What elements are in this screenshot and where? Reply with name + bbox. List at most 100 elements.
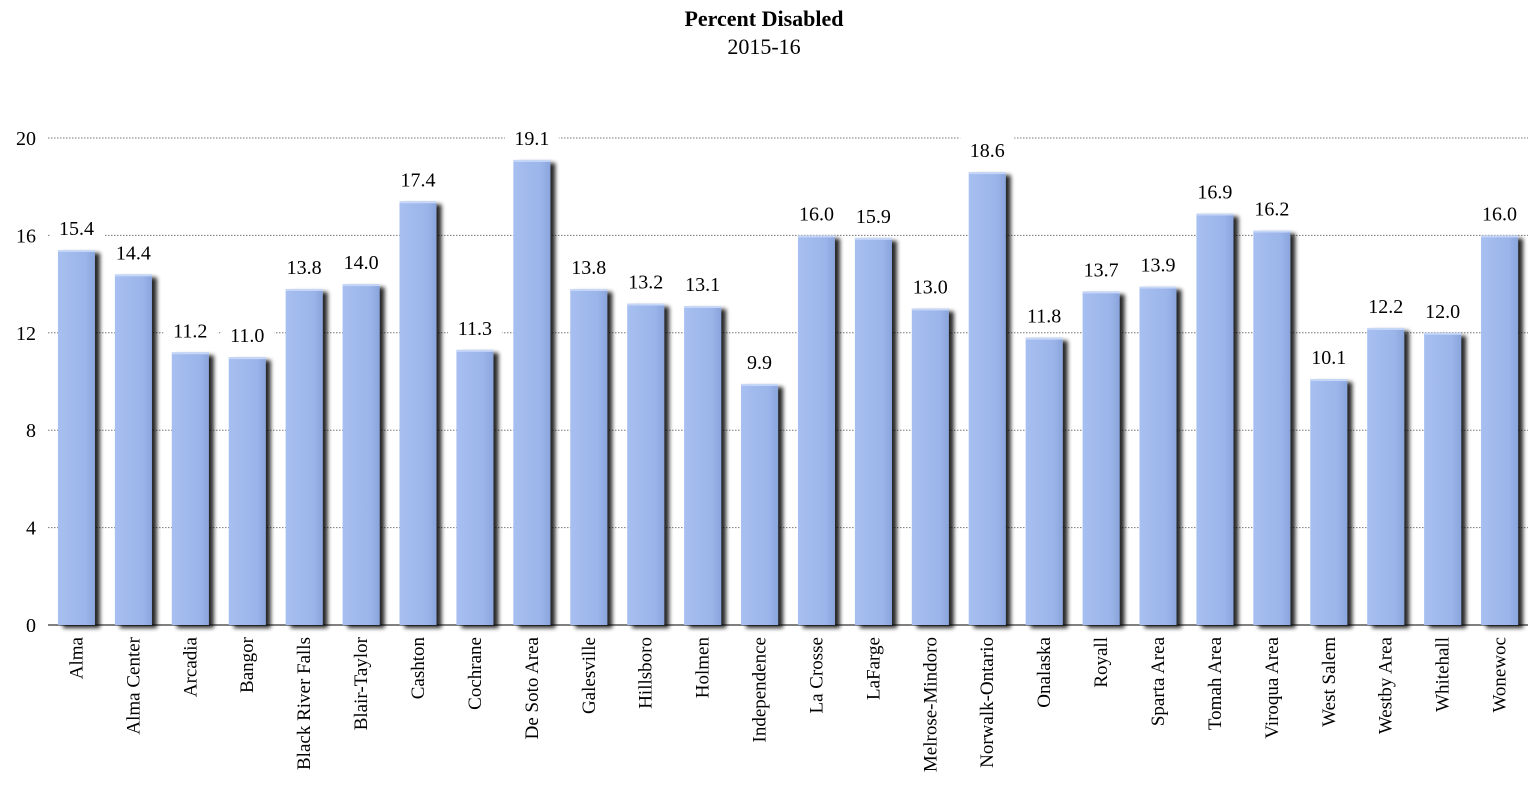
data-label: 13.0 xyxy=(913,276,948,298)
data-label: 14.4 xyxy=(116,242,151,264)
bar xyxy=(570,288,608,625)
y-tick-label: 16 xyxy=(16,225,36,247)
data-label: 14.0 xyxy=(344,252,379,274)
bar-highlight xyxy=(342,284,380,287)
data-label: 9.9 xyxy=(747,352,772,374)
value-label-background xyxy=(163,317,218,344)
data-label: 12.2 xyxy=(1368,296,1403,318)
bar-highlight xyxy=(57,250,95,253)
value-label-background xyxy=(675,271,730,298)
bar-highlight xyxy=(1424,332,1462,335)
value-label-background xyxy=(504,124,559,151)
gridlines xyxy=(48,137,1528,626)
value-label-background xyxy=(903,273,958,300)
bar-highlight xyxy=(1310,379,1348,382)
data-label: 11.8 xyxy=(1027,306,1061,328)
value-label-background xyxy=(1017,302,1072,329)
data-label: 13.8 xyxy=(287,257,322,279)
data-label: 13.2 xyxy=(628,272,663,294)
x-tick-label: Cashton xyxy=(408,637,429,700)
value-label-background xyxy=(732,348,787,375)
value-label-background xyxy=(1074,256,1129,283)
bar xyxy=(627,303,665,625)
y-axis-ticks: 0 4 8 12 16 20 xyxy=(16,128,36,637)
bar-highlight xyxy=(285,288,323,291)
bar xyxy=(911,308,949,625)
y-tick-label: 8 xyxy=(26,420,36,442)
data-label: 13.9 xyxy=(1141,255,1176,277)
x-tick-label: Tomah Area xyxy=(1205,636,1226,730)
x-tick-label: Sparta Area xyxy=(1148,636,1169,726)
data-label: 16.2 xyxy=(1254,199,1289,221)
bar xyxy=(968,172,1006,625)
x-tick-label: West Salem xyxy=(1319,637,1340,727)
y-tick-label: 0 xyxy=(26,615,36,637)
x-tick-label: Arcadia xyxy=(180,636,201,697)
bar xyxy=(797,235,835,625)
x-tick-label: Onalaska xyxy=(1034,636,1055,707)
bar-highlight xyxy=(513,159,551,162)
x-tick-label: Holmen xyxy=(693,637,714,699)
bar xyxy=(456,349,494,625)
bar xyxy=(1481,235,1519,625)
x-tick-label: La Crosse xyxy=(806,637,827,714)
y-tick-label: 20 xyxy=(16,128,36,150)
value-label-background xyxy=(1301,344,1356,371)
bar-highlight xyxy=(228,357,266,360)
value-label-background xyxy=(618,268,673,295)
x-tick-label: LaFarge xyxy=(863,637,884,700)
data-label: 12.0 xyxy=(1425,301,1460,323)
value-label-background xyxy=(49,215,104,242)
value-label-background xyxy=(960,137,1015,164)
x-tick-label: Viroqua Area xyxy=(1262,636,1283,738)
bar xyxy=(1310,379,1348,625)
bar xyxy=(854,237,892,625)
data-label: 17.4 xyxy=(401,169,436,191)
bar-highlight xyxy=(456,349,494,352)
value-label-background xyxy=(447,314,502,341)
bar xyxy=(1139,286,1177,625)
data-label: 16.0 xyxy=(799,203,834,225)
value-label-background xyxy=(1415,297,1470,324)
value-label-background xyxy=(1131,251,1185,278)
bar-highlight xyxy=(1025,337,1063,340)
bar-highlight xyxy=(684,306,722,309)
data-label: 11.0 xyxy=(230,325,264,347)
value-label-background xyxy=(106,239,161,266)
value-label-background xyxy=(1358,292,1413,319)
bar-highlight xyxy=(1253,230,1291,233)
bar-highlight xyxy=(1139,286,1177,289)
x-tick-label: Cochrane xyxy=(465,637,486,710)
bar-highlight xyxy=(114,274,152,277)
bar xyxy=(114,274,152,625)
data-label: 11.3 xyxy=(458,318,492,340)
data-label: 11.2 xyxy=(173,320,207,342)
bar xyxy=(1367,327,1405,625)
x-tick-label: Alma xyxy=(66,636,87,679)
data-label: 16.0 xyxy=(1482,203,1517,225)
x-tick-label: Westby Area xyxy=(1376,636,1397,734)
bar xyxy=(228,357,266,625)
y-tick-label: 4 xyxy=(26,518,36,540)
data-label: 19.1 xyxy=(514,128,549,150)
bar xyxy=(57,250,95,625)
x-tick-label: Galesville xyxy=(579,637,600,714)
value-label-background xyxy=(334,249,389,276)
data-label: 10.1 xyxy=(1311,347,1346,369)
data-label: 13.7 xyxy=(1084,259,1119,281)
value-label-background xyxy=(1244,195,1299,222)
x-axis-labels: Alma Alma Center Arcadia Bangor Black River … xyxy=(66,636,1510,772)
x-tick-label: Whitehall xyxy=(1433,637,1454,712)
chart-subtitle: 2015-16 xyxy=(727,34,801,59)
bar xyxy=(513,159,551,626)
bar-highlight xyxy=(570,288,608,291)
value-label-background xyxy=(391,166,445,193)
value-label-background xyxy=(277,253,332,280)
data-label: 13.1 xyxy=(685,274,720,296)
bar xyxy=(1025,337,1063,625)
data-label: 15.9 xyxy=(856,206,891,228)
bar-highlight xyxy=(1196,213,1234,216)
value-label-background xyxy=(789,200,844,227)
bar-highlight xyxy=(1367,327,1405,330)
